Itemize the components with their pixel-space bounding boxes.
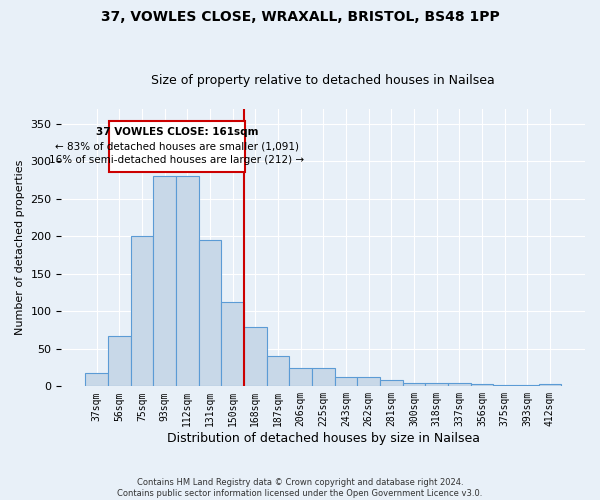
Bar — [176, 176, 199, 386]
Bar — [85, 373, 108, 386]
Bar — [539, 384, 561, 386]
Bar — [131, 236, 153, 386]
Text: 37, VOWLES CLOSE, WRAXALL, BRISTOL, BS48 1PP: 37, VOWLES CLOSE, WRAXALL, BRISTOL, BS48… — [101, 10, 499, 24]
Bar — [516, 385, 539, 386]
Bar — [199, 240, 221, 386]
Bar — [470, 384, 493, 386]
Bar — [357, 376, 380, 386]
Text: Contains HM Land Registry data © Crown copyright and database right 2024.
Contai: Contains HM Land Registry data © Crown c… — [118, 478, 482, 498]
Bar — [108, 336, 131, 386]
Bar — [403, 382, 425, 386]
X-axis label: Distribution of detached houses by size in Nailsea: Distribution of detached houses by size … — [167, 432, 480, 445]
Bar — [289, 368, 312, 386]
Bar — [244, 327, 266, 386]
Y-axis label: Number of detached properties: Number of detached properties — [15, 160, 25, 336]
Title: Size of property relative to detached houses in Nailsea: Size of property relative to detached ho… — [151, 74, 495, 87]
FancyBboxPatch shape — [109, 121, 245, 172]
Bar — [266, 356, 289, 386]
Text: 37 VOWLES CLOSE: 161sqm: 37 VOWLES CLOSE: 161sqm — [96, 127, 258, 137]
Bar — [493, 385, 516, 386]
Bar — [380, 380, 403, 386]
Text: ← 83% of detached houses are smaller (1,091): ← 83% of detached houses are smaller (1,… — [55, 142, 299, 152]
Bar — [221, 302, 244, 386]
Text: 16% of semi-detached houses are larger (212) →: 16% of semi-detached houses are larger (… — [49, 156, 305, 166]
Bar — [335, 376, 357, 386]
Bar — [153, 176, 176, 386]
Bar — [425, 382, 448, 386]
Bar — [312, 368, 335, 386]
Bar — [448, 382, 470, 386]
